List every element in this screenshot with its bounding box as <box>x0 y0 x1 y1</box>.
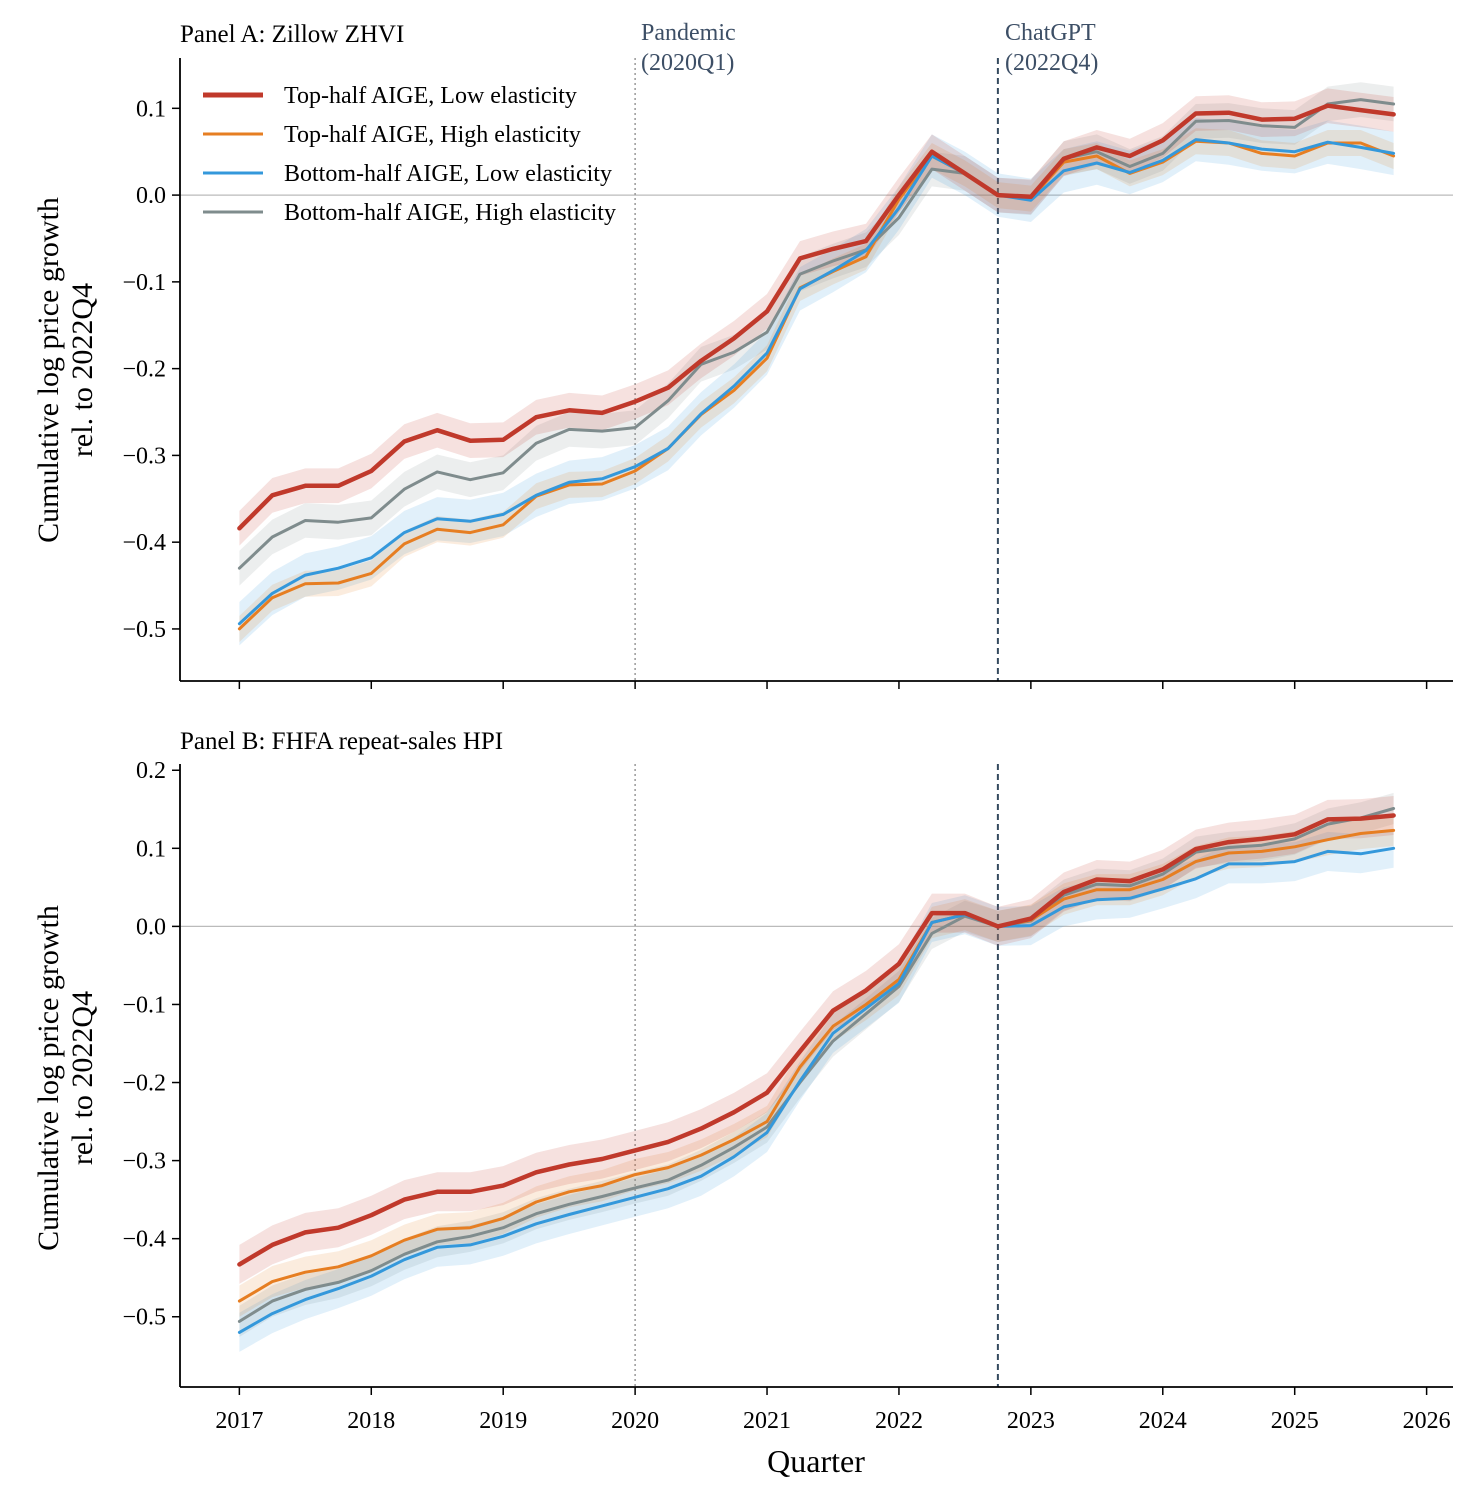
panel-b-ylabel-line2: rel. to 2022Q4 <box>66 991 99 1165</box>
band-top-high-a <box>239 128 1394 643</box>
panel-b-ylabel-line1: Cumulative log price growth <box>32 905 65 1251</box>
pandemic-label-line1: Pandemic <box>641 20 736 46</box>
panel-b: Panel B: FHFA repeat-sales HPI Cumulativ… <box>32 728 1453 1479</box>
x-tick-label: 2024 <box>1139 1408 1187 1434</box>
series-line-top-high-b <box>237 828 1396 1303</box>
y-tick-label-b: 0.1 <box>136 836 166 862</box>
x-tick-label: 2019 <box>479 1408 527 1434</box>
x-tick-label: 2017 <box>215 1408 263 1434</box>
y-tick-label-b: −0.2 <box>122 1071 166 1097</box>
y-tick-label-a: 0.1 <box>136 96 166 122</box>
band-bottom-low-b <box>239 828 1394 1352</box>
x-tick-label: 2021 <box>743 1408 791 1434</box>
x-tick-label: 2020 <box>611 1408 659 1434</box>
y-tick-label-a: −0.2 <box>122 357 166 383</box>
x-tick-label: 2018 <box>347 1408 395 1434</box>
legend-item-bottom-high: Bottom-half AIGE, High elasticity <box>203 200 616 226</box>
legend: Top-half AIGE, Low elasticity Top-half A… <box>203 83 616 226</box>
panel-a-title: Panel A: Zillow ZHVI <box>180 21 404 48</box>
band-bottom-high-a <box>239 82 1394 586</box>
x-tick-label: 2022 <box>875 1408 923 1434</box>
legend-label-top-low: Top-half AIGE, Low elasticity <box>284 83 577 109</box>
pandemic-label-line2: (2020Q1) <box>641 50 734 76</box>
band-top-low-b <box>239 796 1394 1284</box>
panel-b-title: Panel B: FHFA repeat-sales HPI <box>180 728 503 755</box>
legend-label-bottom-high: Bottom-half AIGE, High elasticity <box>284 200 616 226</box>
x-axis-ticks: 2017 2018 2019 2020 2021 2022 2023 2024 2025 2026 <box>215 1408 1450 1434</box>
legend-item-bottom-low: Bottom-half AIGE, Low elasticity <box>203 161 612 187</box>
y-tick-label-b: 0.0 <box>136 914 166 940</box>
y-tick-label-a: −0.5 <box>122 617 166 643</box>
y-tick-label-b: −0.5 <box>122 1305 166 1331</box>
series-line-bottom-high-a <box>237 98 1396 570</box>
y-tick-label-b: −0.3 <box>122 1149 166 1175</box>
legend-item-top-high: Top-half AIGE, High elasticity <box>203 122 581 148</box>
legend-label-top-high: Top-half AIGE, High elasticity <box>284 122 581 148</box>
panel-a-ylabel: Cumulative log price growth rel. to 2022… <box>32 197 99 543</box>
x-tick-label: 2026 <box>1403 1408 1451 1434</box>
band-top-low-a <box>239 88 1394 546</box>
series-line-bottom-high-b <box>237 807 1396 1323</box>
x-tick-label: 2023 <box>1007 1408 1055 1434</box>
legend-item-top-low: Top-half AIGE, Low elasticity <box>203 83 577 109</box>
legend-label-bottom-low: Bottom-half AIGE, Low elasticity <box>284 161 612 187</box>
panel-a-ylabel-line2: rel. to 2022Q4 <box>66 283 99 457</box>
y-tick-label-b: −0.4 <box>122 1227 166 1253</box>
chatgpt-annotation: ChatGPT (2022Q4) <box>1005 20 1098 76</box>
band-bottom-high-b <box>239 792 1394 1337</box>
series-line-bottom-low-b <box>237 846 1396 1334</box>
series-line-bottom-low-a <box>237 138 1396 626</box>
x-axis-label: Quarter <box>767 1443 865 1479</box>
y-tick-label-b: 0.2 <box>136 758 166 784</box>
panel-b-ylabel: Cumulative log price growth rel. to 2022… <box>32 905 99 1251</box>
panel-a-ylabel-line1: Cumulative log price growth <box>32 197 65 543</box>
y-tick-label-a: 0.0 <box>136 183 166 209</box>
series-line-top-low-b <box>237 813 1396 1267</box>
chatgpt-label-line2: (2022Q4) <box>1005 50 1098 76</box>
panel-a: Panel A: Zillow ZHVI Cumulative log pric… <box>32 20 1453 689</box>
panel-b-plot: 0.2 0.1 0.0 −0.1 −0.2 −0.3 −0.4 −0.5 <box>122 758 1453 1395</box>
x-tick-label: 2025 <box>1271 1408 1319 1434</box>
panel-a-plot: 0.1 0.0 −0.1 −0.2 −0.3 −0.4 −0.5 <box>122 58 1453 689</box>
series-line-top-low-a <box>237 103 1396 531</box>
band-top-high-b <box>239 814 1394 1317</box>
chatgpt-label-line1: ChatGPT <box>1005 20 1096 46</box>
y-tick-label-a: −0.1 <box>122 270 166 296</box>
band-bottom-low-a <box>239 117 1394 646</box>
y-tick-label-b: −0.1 <box>122 992 166 1018</box>
y-tick-label-a: −0.3 <box>122 443 166 469</box>
pandemic-annotation: Pandemic (2020Q1) <box>641 20 736 76</box>
y-tick-label-a: −0.4 <box>122 530 166 556</box>
